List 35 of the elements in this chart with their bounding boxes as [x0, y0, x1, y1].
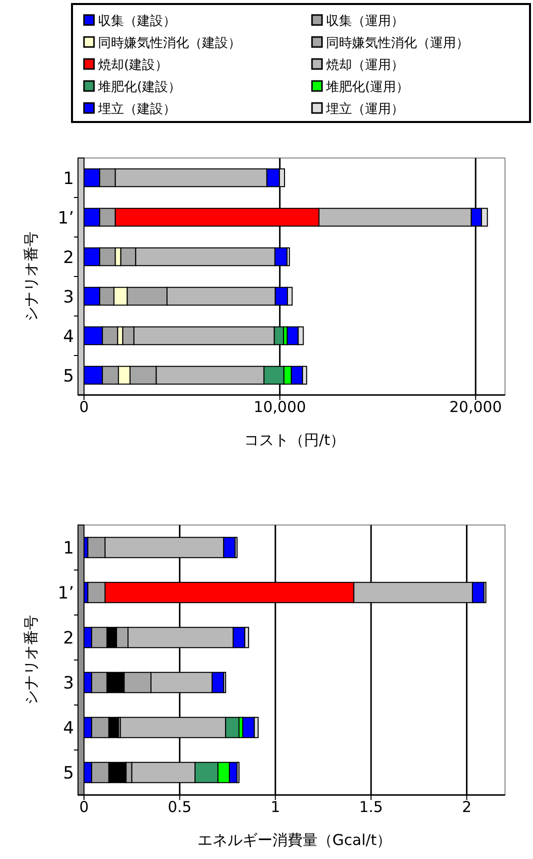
- y-tick-label: 1’: [58, 584, 74, 604]
- y-tick-label: 1’: [58, 208, 74, 228]
- x-axis-title: エネルギー消費量（Gcal/t）: [197, 831, 392, 849]
- legend-label: 埋立（運用）: [325, 101, 404, 117]
- x-tick-label: 20,000: [449, 398, 502, 416]
- legend-label: 同時嫌気性消化（建設）: [98, 36, 241, 51]
- bar: [242, 716, 255, 738]
- y-axis-title: シナリオ番号: [22, 232, 40, 322]
- x-tick-label: 1: [270, 798, 280, 816]
- y-tick-label: 2: [63, 628, 74, 648]
- x-tick-label: 1.5: [359, 798, 383, 816]
- legend-label: 焼却（運用）: [326, 58, 404, 73]
- y-axis-title: シナリオ番号: [22, 615, 40, 705]
- legend-label: 収集（建設）: [98, 14, 176, 29]
- x-tick-label: 2: [462, 798, 472, 816]
- y-tick-label: 5: [63, 366, 74, 386]
- x-tick-label: 0.5: [168, 798, 192, 816]
- x-tick-label: 0: [79, 398, 89, 416]
- legend-label: 同時嫌気性消化（運用）: [326, 36, 469, 51]
- y-tick-label: 5: [63, 764, 74, 784]
- legend-label: 埋立（建設）: [97, 101, 176, 117]
- y-tick-label: 3: [63, 287, 74, 308]
- y-tick-label: 4: [63, 718, 74, 738]
- legend-label: 焼却(建設）: [98, 58, 168, 73]
- legend-label: 堆肥化(建設）: [97, 80, 182, 95]
- y-tick-label: 3: [63, 674, 74, 694]
- legend-label: 堆肥化(運用）: [325, 80, 410, 95]
- x-tick-label: 10,000: [254, 398, 306, 416]
- y-tick-label: 1: [63, 168, 74, 189]
- x-axis-title: コスト（円/t）: [244, 431, 345, 449]
- y-tick-label: 4: [63, 326, 74, 347]
- y-tick-label: 1: [63, 538, 74, 558]
- y-tick-label: 2: [63, 248, 74, 268]
- x-tick-label: 0: [79, 798, 89, 816]
- legend-label: 収集（運用）: [326, 14, 404, 29]
